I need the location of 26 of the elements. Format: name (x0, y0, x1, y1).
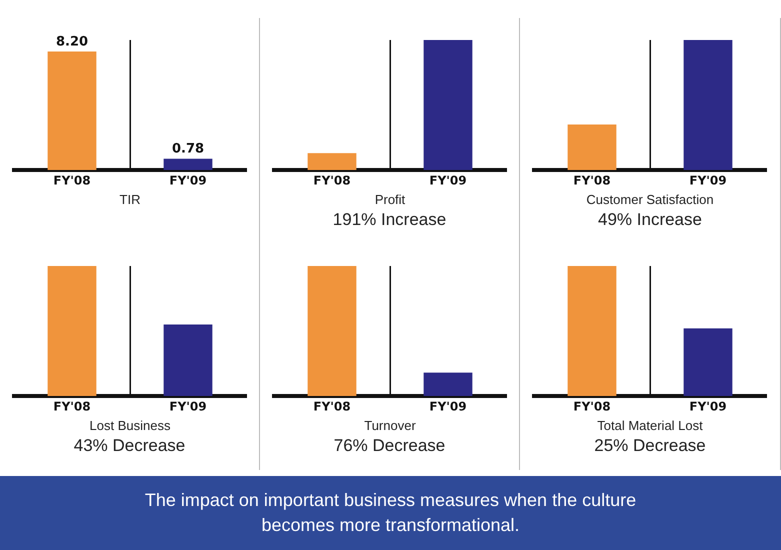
x-tick-label: FY'09 (168, 173, 206, 188)
text: 43% Decrease (72, 436, 186, 456)
x-tick-label: FY'09 (168, 399, 206, 414)
x-axis-title: Total Material Lost (597, 418, 704, 433)
x-tick-label: FY'08 (52, 173, 90, 188)
text: 191% Increase (332, 210, 448, 230)
x-tick-label: FY'09 (428, 399, 466, 414)
data-label: 8.20 (55, 34, 88, 50)
text: The impact on important business measures when the culture becomes more transformational. (144, 488, 638, 537)
x-axis-title: TIR (119, 192, 140, 207)
text: 76% Decrease (332, 436, 446, 456)
x-tick-label: FY'08 (312, 399, 350, 414)
text: 25% Decrease (593, 436, 707, 456)
x-axis-title: Profit (374, 192, 406, 207)
x-tick-label: FY'08 (52, 399, 90, 414)
x-tick-label: FY'09 (689, 399, 727, 414)
x-tick-label: FY'08 (312, 173, 350, 188)
x-tick-label: FY'08 (573, 173, 611, 188)
x-axis-title: Turnover (364, 418, 416, 433)
x-axis-title: Lost Business (89, 418, 170, 433)
x-tick-label: FY'08 (573, 399, 611, 414)
x-tick-label: FY'09 (428, 173, 466, 188)
text: 49% Increase (597, 210, 703, 230)
x-axis-title: Customer Satisfaction (586, 192, 714, 207)
data-label: 0.78 (171, 142, 204, 157)
x-tick-label: FY'09 (689, 173, 727, 188)
